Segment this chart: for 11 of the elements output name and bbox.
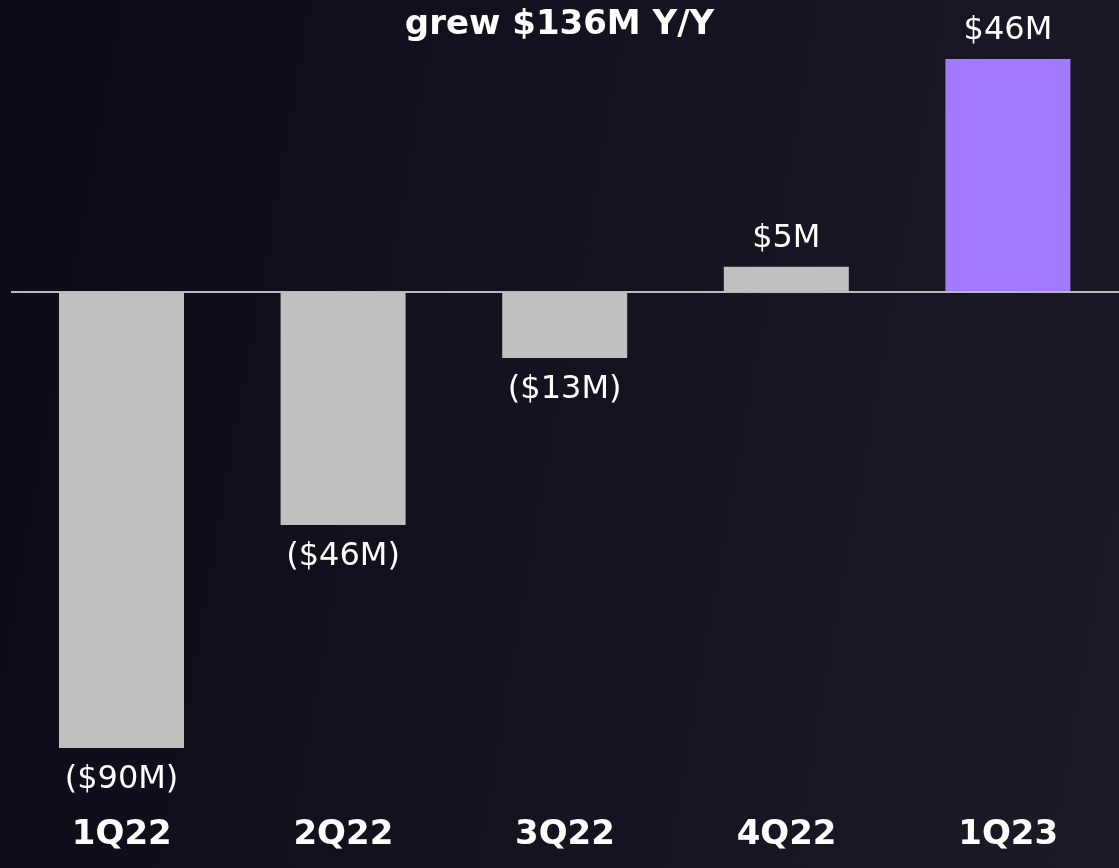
x-tick-label: 2Q22: [293, 812, 394, 852]
data-label: $46M: [963, 9, 1053, 47]
x-tick-label: 1Q23: [958, 812, 1059, 852]
chart-title: grew $136M Y/Y: [404, 2, 715, 42]
x-tick-label: 4Q22: [736, 812, 837, 852]
data-label: $5M: [752, 216, 821, 255]
data-label: ($46M): [286, 535, 400, 574]
data-label: ($90M): [64, 758, 179, 796]
x-tick-label: 3Q22: [515, 812, 615, 852]
x-tick-label: 1Q22: [71, 812, 172, 852]
data-label: ($13M): [507, 367, 622, 406]
